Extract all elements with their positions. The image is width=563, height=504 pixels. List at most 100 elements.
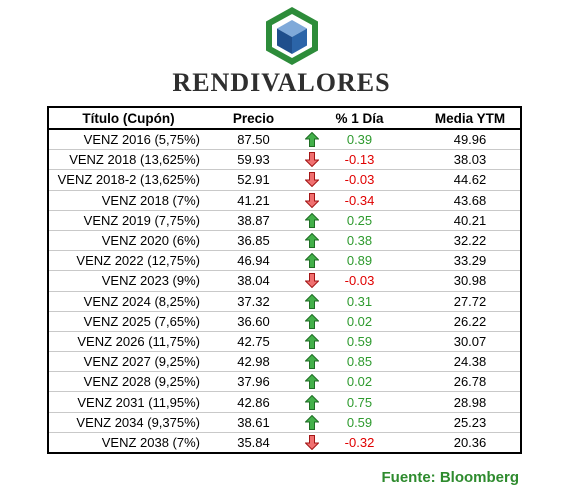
price-cell: 46.94: [208, 250, 299, 272]
bond-title-cell: VENZ 2018 (13,625%): [48, 149, 208, 171]
red-down-arrow-icon: [305, 172, 319, 188]
change-value: 0.02: [346, 374, 373, 390]
green-up-arrow-icon: [305, 253, 319, 269]
change-value: 0.59: [346, 333, 373, 349]
ytm-cell: 49.96: [420, 129, 521, 151]
table-row: VENZ 2026 (11,75%) 42.75 0.59 30.07: [48, 331, 521, 353]
ytm-cell: 44.62: [420, 169, 521, 191]
price-cell: 87.50: [208, 129, 299, 151]
price-cell: 41.21: [208, 190, 299, 211]
change-value: 0.25: [346, 212, 373, 228]
green-up-arrow-icon: [305, 132, 319, 148]
ytm-cell: 27.72: [420, 291, 521, 312]
price-cell: 35.84: [237, 434, 270, 450]
price-cell: 38.61: [208, 412, 299, 433]
header-change: % 1 Día: [299, 107, 420, 130]
ytm-cell: 43.68: [420, 190, 521, 211]
ytm-cell: 30.07: [420, 331, 521, 353]
header-title: Título (Cupón): [48, 107, 208, 130]
red-down-arrow-icon: [305, 273, 319, 289]
green-up-arrow-icon: [305, 233, 319, 249]
red-down-arrow-icon: [305, 192, 319, 208]
price-cell: 36.60: [208, 311, 299, 332]
change-cell: -0.34: [299, 190, 420, 211]
change-value: -0.13: [344, 152, 375, 168]
price-cell: 42.86: [208, 391, 299, 413]
bond-title-cell: VENZ 2027 (9,25%): [48, 351, 208, 373]
green-up-arrow-icon: [305, 354, 319, 370]
table-row: VENZ 2027 (9,25%) 42.98 0.85 24.38: [48, 351, 521, 373]
ytm-cell: 24.38: [420, 351, 521, 373]
table-row: VENZ 2031 (11,95%) 42.86 0.75 28.98: [48, 391, 521, 413]
green-up-arrow-icon: [305, 414, 319, 430]
table-row: VENZ 2034 (9,375%) 38.61 0.59 25.23: [48, 412, 521, 433]
bond-title-cell: VENZ 2019 (7,75%): [48, 210, 208, 231]
change-cell: -0.03: [299, 270, 420, 292]
ytm-cell: 20.36: [453, 434, 487, 450]
table-row: VENZ 2020 (6%) 36.85 0.38 32.22: [48, 230, 521, 252]
change-cell: 0.75: [299, 391, 420, 413]
table-row: VENZ 2018-2 (13,625%) 52.91 -0.03 44.62: [48, 169, 521, 191]
change-value: -0.03: [344, 172, 375, 188]
change-cell: 0.02: [299, 371, 420, 393]
change-value: 0.39: [346, 132, 373, 148]
bond-title-cell: VENZ 2023 (9%): [48, 270, 208, 292]
price-cell: 38.87: [208, 210, 299, 231]
price-cell: 37.96: [208, 371, 299, 393]
table-row: VENZ 2018 (7%) 41.21 -0.34 43.68: [48, 190, 521, 211]
change-value: 0.31: [346, 293, 373, 309]
change-value: -0.34: [344, 192, 375, 208]
bond-title-cell: VENZ 2022 (12,75%): [48, 250, 208, 272]
change-value: 0.89: [346, 253, 373, 269]
change-value: 0.59: [346, 414, 373, 430]
price-cell: 37.32: [208, 291, 299, 312]
change-value: 0.02: [346, 313, 373, 329]
table-body: VENZ 2016 (5,75%) 87.50 0.39 49.96 VENZ 2018…: [48, 129, 521, 453]
green-up-arrow-icon: [305, 333, 319, 349]
bond-title-cell: VENZ 2024 (8,25%): [48, 291, 208, 312]
bond-title-cell: VENZ 2031 (11,95%): [48, 391, 208, 413]
source-note: Fuente: Bloomberg: [381, 469, 520, 486]
change-value: -0.03: [344, 273, 375, 289]
table-row: VENZ 2022 (12,75%) 46.94 0.89 33.29: [48, 250, 521, 272]
change-cell: 0.39: [299, 129, 420, 151]
change-cell: 0.85: [299, 351, 420, 373]
bond-prices-table: Título (Cupón) Precio % 1 Día Media YTM …: [47, 106, 522, 454]
bond-title-cell: VENZ 2028 (9,25%): [48, 371, 208, 393]
ytm-cell: 25.23: [420, 412, 521, 433]
bond-title-cell: VENZ 2026 (11,75%): [48, 331, 208, 353]
bond-title-cell: VENZ 2034 (9,375%): [48, 412, 208, 433]
green-up-arrow-icon: [305, 313, 319, 329]
price-cell: 42.98: [208, 351, 299, 373]
change-cell: 0.59: [299, 412, 420, 433]
price-cell: 59.93: [208, 149, 299, 171]
green-up-arrow-icon: [305, 394, 319, 410]
price-cell: 52.91: [208, 169, 299, 191]
change-cell: -0.32: [299, 432, 420, 453]
price-cell: 38.04: [208, 270, 299, 292]
table-row: VENZ 2016 (5,75%) 87.50 0.39 49.96: [48, 129, 521, 151]
table-row: VENZ 2024 (8,25%) 37.32 0.31 27.72: [48, 291, 521, 312]
table-row: VENZ 2023 (9%) 38.04 -0.03 30.98: [48, 270, 521, 292]
ytm-cell: 40.21: [420, 210, 521, 231]
change-cell: 0.89: [299, 250, 420, 272]
change-value: 0.38: [346, 233, 373, 249]
change-value: 0.85: [346, 354, 373, 370]
header-price: Precio: [208, 107, 299, 130]
red-down-arrow-icon: [305, 434, 319, 450]
change-value: -0.32: [344, 434, 375, 450]
ytm-cell: 26.78: [420, 371, 521, 393]
header-ytm: Media YTM: [420, 107, 521, 130]
green-up-arrow-icon: [305, 212, 319, 228]
ytm-cell: 28.98: [420, 391, 521, 413]
change-cell: 0.38: [299, 230, 420, 252]
table-row: VENZ 2038 (7%) 35.84 -0.32 20.36: [48, 432, 521, 453]
bond-title-cell: VENZ 2018-2 (13,625%): [48, 169, 208, 191]
change-cell: 0.25: [299, 210, 420, 231]
ytm-cell: 38.03: [420, 149, 521, 171]
bond-title-cell: VENZ 2020 (6%): [48, 230, 208, 252]
change-cell: 0.59: [299, 331, 420, 353]
price-cell: 42.75: [208, 331, 299, 353]
ytm-cell: 33.29: [420, 250, 521, 272]
table-row: VENZ 2025 (7,65%) 36.60 0.02 26.22: [48, 311, 521, 332]
